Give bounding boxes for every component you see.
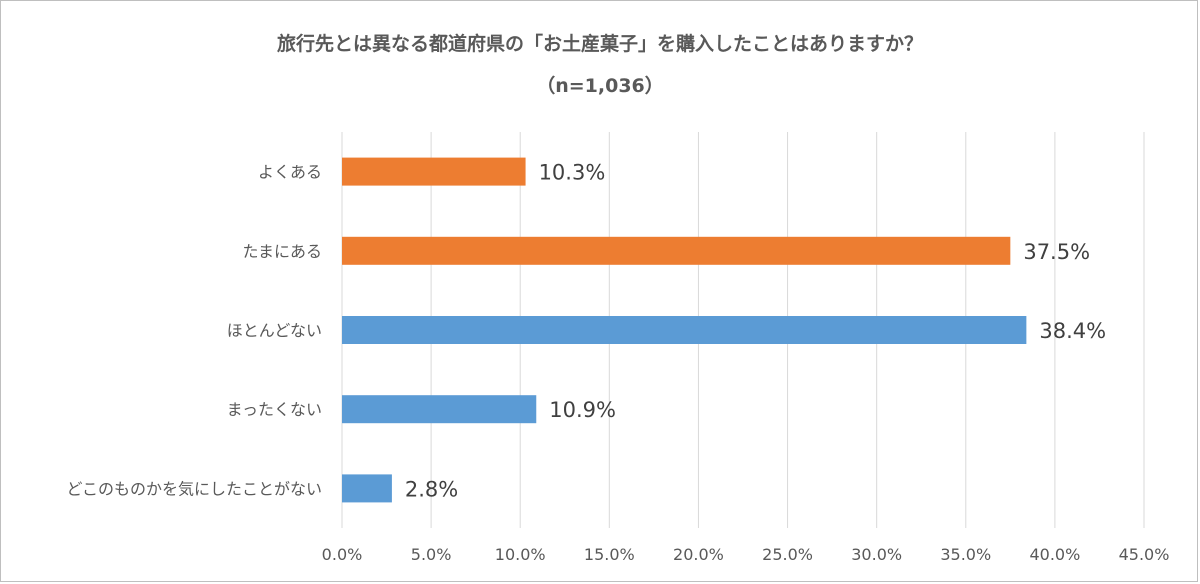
bar bbox=[342, 236, 1011, 265]
x-tick-label: 20.0% bbox=[673, 545, 724, 564]
category-label: よくある bbox=[258, 163, 322, 182]
chart-title: 旅行先とは異なる都道府県の「お土産菓子」を購入したことはありますか？ bbox=[276, 33, 923, 55]
bar bbox=[342, 395, 537, 424]
chart-subtitle: （n=1,036） bbox=[536, 75, 664, 97]
bar bbox=[342, 474, 392, 503]
x-tick-label: 45.0% bbox=[1119, 545, 1170, 564]
category-label: たまにある bbox=[242, 242, 322, 261]
data-label: 38.4% bbox=[1039, 319, 1106, 343]
data-label: 37.5% bbox=[1023, 240, 1090, 264]
bar bbox=[342, 157, 526, 186]
data-label: 10.9% bbox=[549, 398, 616, 422]
category-label: まったくない bbox=[227, 400, 322, 419]
data-label: 10.3% bbox=[539, 161, 606, 185]
x-tick-label: 5.0% bbox=[411, 545, 452, 564]
x-tick-label: 40.0% bbox=[1029, 545, 1080, 564]
x-tick-label: 15.0% bbox=[584, 545, 635, 564]
category-label: どこのものかを気にしたことがない bbox=[66, 479, 322, 498]
x-tick-label: 0.0% bbox=[322, 545, 363, 564]
category-label: ほとんどない bbox=[227, 321, 322, 340]
x-tick-label: 25.0% bbox=[762, 545, 813, 564]
x-tick-label: 30.0% bbox=[851, 545, 902, 564]
x-tick-label: 10.0% bbox=[495, 545, 546, 564]
bar bbox=[342, 316, 1027, 344]
x-tick-label: 35.0% bbox=[940, 545, 991, 564]
data-label: 2.8% bbox=[405, 477, 458, 501]
